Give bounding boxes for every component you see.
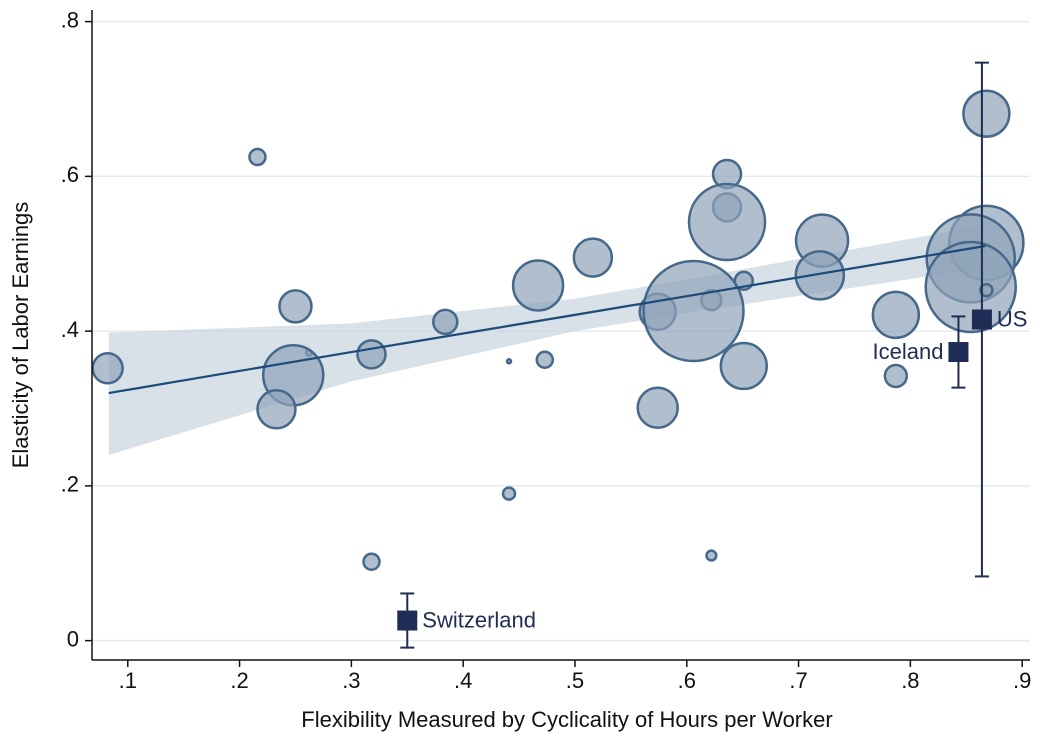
x-tick-label: .1 (119, 668, 137, 693)
x-tick-label: .7 (789, 668, 807, 693)
bubble (501, 486, 517, 501)
fit-line (108, 244, 986, 395)
y-axis-label: Elasticity of Labor Earnings (8, 202, 33, 469)
y-tick-label: .4 (61, 317, 79, 342)
bubble (91, 352, 124, 385)
y-tick-label: .6 (61, 162, 79, 187)
x-tick-label: .6 (678, 668, 696, 693)
bubble (535, 350, 555, 370)
bubble (719, 341, 769, 391)
bubble (572, 237, 614, 278)
highlight-label: US (997, 306, 1028, 331)
highlight-marker (948, 342, 969, 363)
bubble (687, 182, 767, 262)
bubble (636, 386, 679, 429)
bubble (962, 89, 1011, 138)
bubble (924, 240, 1017, 334)
bubble (278, 289, 313, 324)
bubble (432, 308, 459, 336)
x-axis-label: Flexibility Measured by Cyclicality of H… (301, 707, 832, 732)
bubble (362, 552, 381, 571)
y-tick-label: .2 (61, 472, 79, 497)
bubble (794, 250, 846, 301)
highlight-marker (971, 309, 992, 330)
highlight-label: Iceland (872, 339, 943, 364)
bubble (705, 549, 718, 562)
x-tick-label: .4 (454, 668, 472, 693)
x-tick-label: .3 (342, 668, 360, 693)
y-tick-label: 0 (67, 626, 79, 651)
bubble (642, 259, 745, 363)
bubble (505, 358, 513, 365)
confidence-band (108, 225, 986, 455)
bubble (511, 259, 565, 312)
x-tick-label: .9 (1013, 668, 1031, 693)
y-tick-label: .8 (61, 7, 79, 32)
bubble (356, 339, 387, 370)
bubble (256, 389, 297, 430)
highlight-label: Switzerland (422, 607, 536, 632)
bubble (248, 147, 267, 167)
bubble (871, 290, 921, 340)
bubble (979, 282, 994, 298)
highlight-marker (397, 610, 418, 631)
x-tick-label: .5 (566, 668, 584, 693)
bubble (883, 363, 909, 389)
x-tick-label: .8 (901, 668, 919, 693)
x-tick-label: .2 (230, 668, 248, 693)
